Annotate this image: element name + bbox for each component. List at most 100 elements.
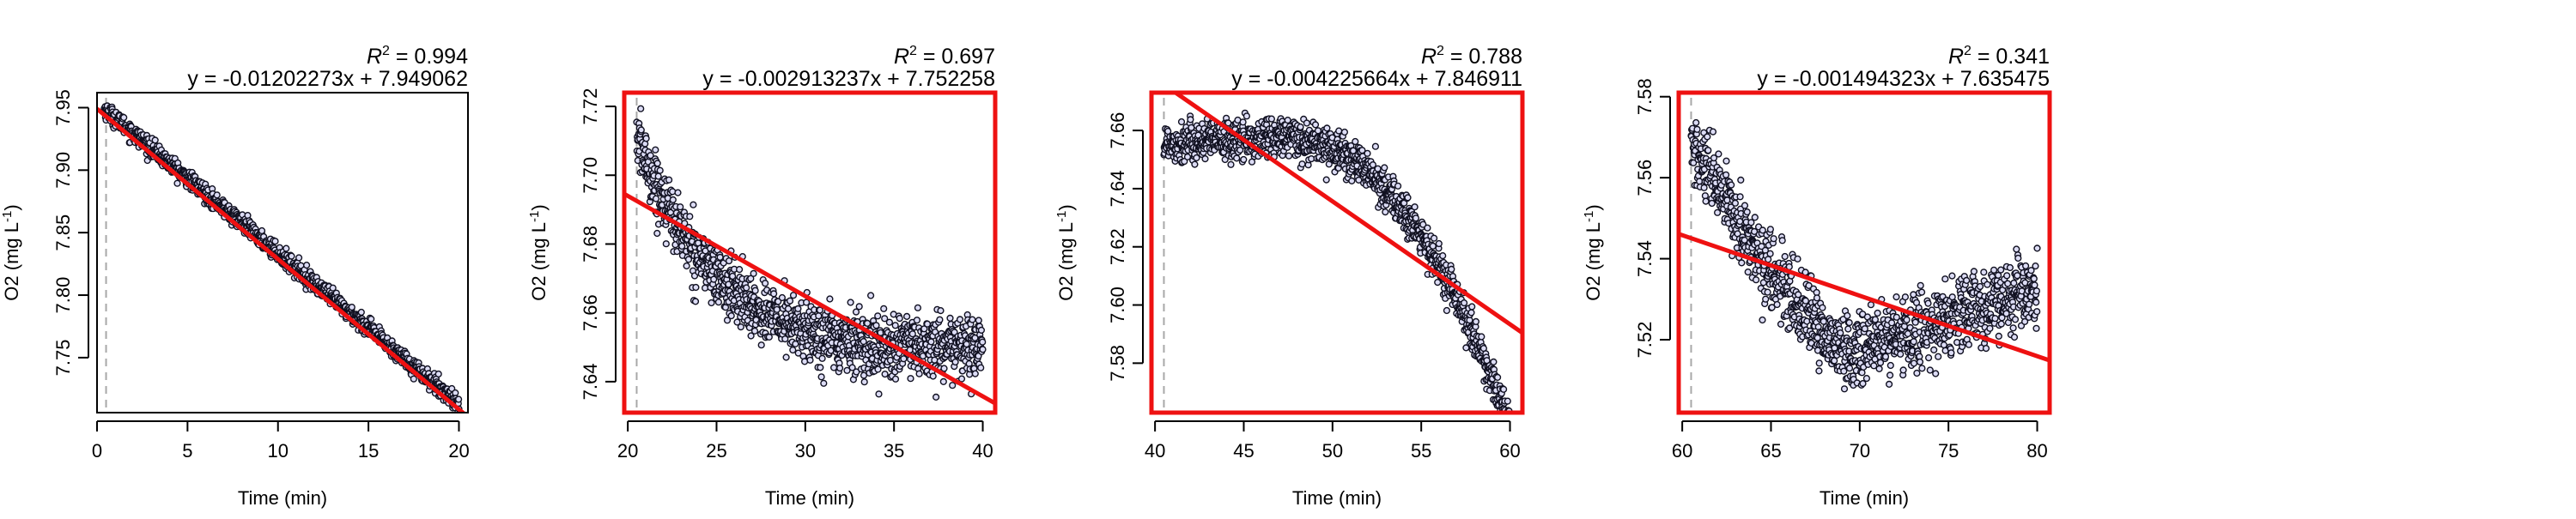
data-point xyxy=(1762,295,1770,303)
data-point xyxy=(971,370,979,377)
data-point xyxy=(931,356,939,364)
data-point xyxy=(969,316,976,323)
data-point xyxy=(915,370,923,377)
x-tick-label: 80 xyxy=(2026,440,2047,462)
data-point xyxy=(1886,371,1894,379)
data-point xyxy=(1913,369,1921,377)
data-point xyxy=(872,322,880,329)
data-point xyxy=(1430,234,1438,242)
data-point xyxy=(1364,149,1371,157)
data-point xyxy=(1298,160,1306,168)
data-point xyxy=(1468,303,1476,311)
data-point xyxy=(936,316,944,323)
data-point xyxy=(1736,193,1744,201)
data-point xyxy=(151,136,159,144)
data-point xyxy=(1965,341,1973,348)
data-point xyxy=(674,189,682,196)
plot-frame xyxy=(1149,90,1525,415)
data-point xyxy=(647,152,654,160)
data-point xyxy=(1715,150,1722,158)
data-point xyxy=(1177,118,1186,126)
data-point xyxy=(818,354,826,362)
data-point xyxy=(1947,349,1955,357)
x-tick-label: 20 xyxy=(448,440,469,462)
x-axis-label: Time (min) xyxy=(1292,487,1382,509)
y-tick-label: 7.72 xyxy=(580,88,601,125)
data-point xyxy=(1840,385,1849,393)
data-point xyxy=(848,364,856,371)
data-point xyxy=(949,382,957,389)
data-point xyxy=(1242,112,1251,120)
data-point xyxy=(975,317,982,324)
data-point xyxy=(1948,293,1956,301)
y-axis-label: O2 (mg L-1) xyxy=(527,204,550,300)
data-point xyxy=(1997,266,2005,274)
data-point xyxy=(1236,146,1244,154)
data-point xyxy=(1982,345,1990,353)
data-point xyxy=(2032,299,2040,306)
data-point xyxy=(1897,350,1905,358)
data-point xyxy=(1773,300,1781,309)
data-point xyxy=(1493,373,1502,382)
data-point xyxy=(669,196,677,204)
data-point xyxy=(789,292,798,299)
data-point xyxy=(802,299,811,306)
data-point xyxy=(735,266,744,274)
data-point xyxy=(708,299,715,307)
x-tick-label: 40 xyxy=(1145,440,1165,462)
x-tick-label: 60 xyxy=(1499,440,1520,462)
data-point xyxy=(1935,353,1942,360)
data-point xyxy=(896,315,903,323)
r-squared-label: R2 = 0.341 xyxy=(1948,44,2050,69)
data-point xyxy=(875,390,883,398)
x-axis: 0 5 10 15 20 xyxy=(92,420,470,462)
data-point xyxy=(2014,254,2022,263)
data-point xyxy=(1918,365,1926,372)
data-point xyxy=(835,365,844,372)
data-point xyxy=(786,297,794,305)
data-point xyxy=(761,280,769,287)
data-point xyxy=(1708,199,1716,208)
data-point xyxy=(1815,359,1823,367)
data-point xyxy=(1743,208,1751,216)
data-points xyxy=(633,105,987,401)
y-tick-label: 7.62 xyxy=(1107,228,1128,265)
data-point xyxy=(1867,301,1875,309)
data-point xyxy=(843,366,851,374)
data-point xyxy=(1704,133,1711,141)
data-point xyxy=(348,304,355,311)
plot-frame xyxy=(96,92,469,413)
data-point xyxy=(751,287,759,294)
data-point xyxy=(1759,226,1766,234)
regression-line xyxy=(1171,93,1522,335)
x-axis: 20 25 30 35 40 xyxy=(617,420,993,462)
y-tick-label: 7.75 xyxy=(52,339,74,376)
r-squared-label: R2 = 0.788 xyxy=(1421,44,1522,69)
y-axis: 7.757.807.857.907.95 xyxy=(52,89,89,376)
data-point xyxy=(1690,159,1698,166)
plot-frame xyxy=(622,90,998,415)
data-point xyxy=(1429,242,1437,250)
data-point xyxy=(1984,281,1991,288)
data-point xyxy=(775,298,782,305)
data-point xyxy=(852,308,860,316)
data-point xyxy=(1840,367,1848,375)
y-tick-label: 7.58 xyxy=(1634,78,1656,115)
data-point xyxy=(1794,255,1801,263)
data-point xyxy=(1495,414,1501,420)
data-point xyxy=(2033,244,2041,252)
data-point xyxy=(1903,316,1911,323)
data-point xyxy=(120,113,128,122)
data-point xyxy=(885,318,894,326)
data-point xyxy=(863,319,872,328)
data-point xyxy=(874,365,882,373)
data-point xyxy=(1874,309,1881,317)
y-tick-label: 7.66 xyxy=(580,294,601,331)
data-point xyxy=(817,373,825,381)
data-point xyxy=(710,275,718,283)
data-point xyxy=(1917,281,1924,289)
data-point xyxy=(747,275,755,282)
data-point xyxy=(979,346,987,353)
y-tick-label: 7.80 xyxy=(52,277,74,314)
